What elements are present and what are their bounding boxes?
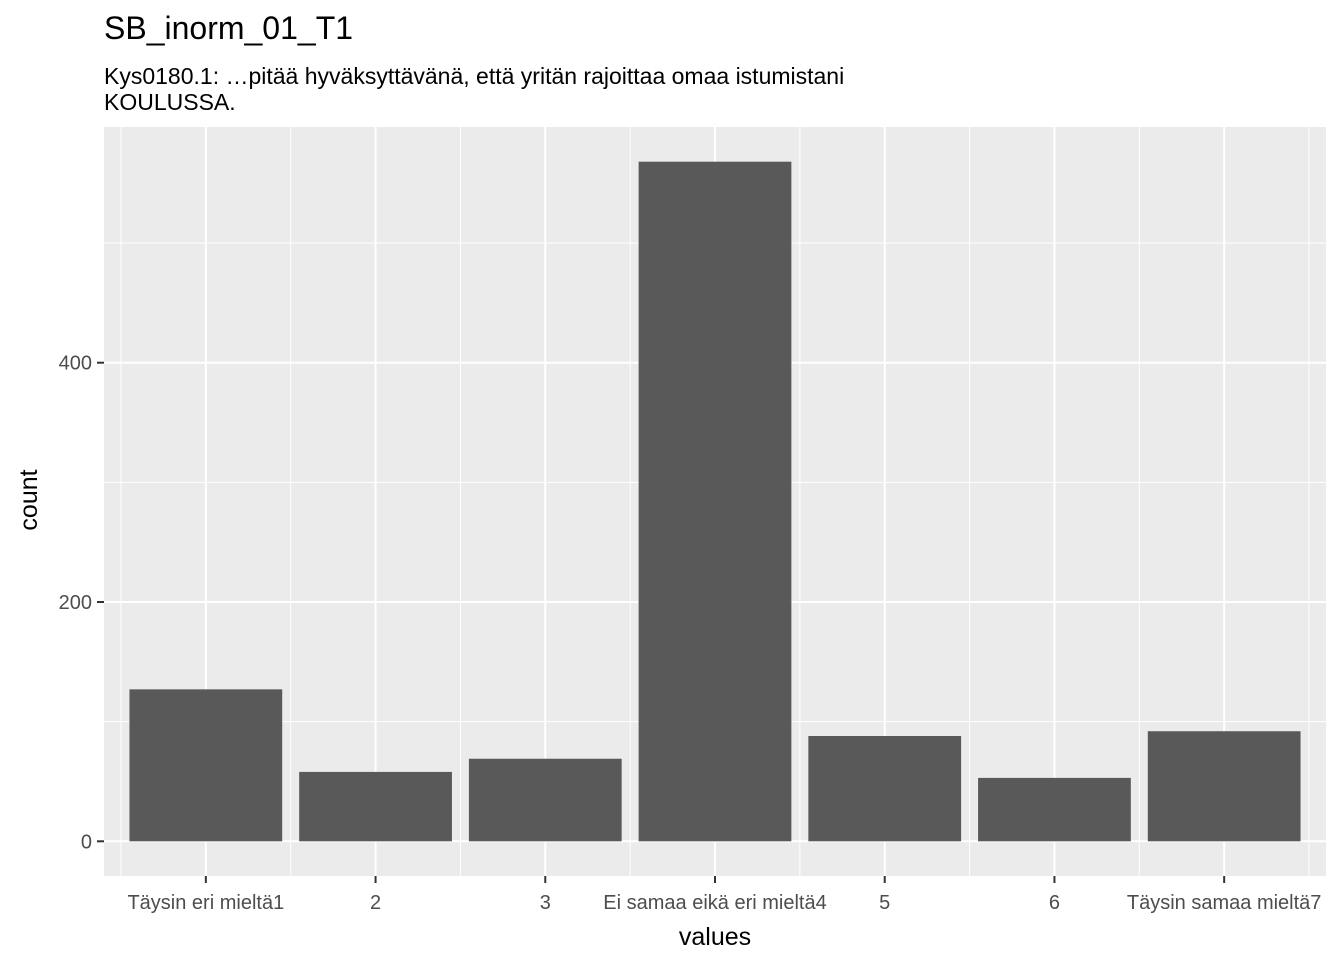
chart-subtitle: Kys0180.1: …pitää hyväksyttävänä, että y… [104, 63, 845, 115]
bar-7 [1147, 731, 1301, 842]
bar-4 [638, 161, 792, 842]
x-axis: Täysin eri mieltä1 2 3 Ei samaa eikä eri mi… [127, 876, 1321, 914]
chart-title: SB_inorm_01_T1 [104, 10, 354, 46]
x-tick-label: 6 [1049, 892, 1060, 914]
y-axis: 0 200 400 [59, 353, 104, 853]
x-axis-title: values [679, 923, 751, 951]
x-tick-label: Täysin samaa mieltä7 [1127, 892, 1322, 914]
y-tick-label: 0 [81, 831, 92, 853]
x-tick-label: Täysin eri mieltä1 [127, 892, 284, 914]
x-tick-label: 3 [540, 892, 551, 914]
bar-6 [978, 777, 1131, 842]
bar-1 [129, 689, 283, 842]
y-axis-title: count [15, 469, 43, 530]
bar-2 [299, 771, 452, 842]
x-tick-label: Ei samaa eikä eri mieltä4 [603, 892, 826, 914]
bars [129, 161, 1301, 842]
y-tick-label: 400 [59, 353, 92, 375]
x-tick-label: 5 [879, 892, 890, 914]
x-tick-label: 2 [370, 892, 381, 914]
y-tick-label: 200 [59, 592, 92, 614]
bar-5 [808, 736, 962, 842]
bar-3 [468, 758, 622, 842]
